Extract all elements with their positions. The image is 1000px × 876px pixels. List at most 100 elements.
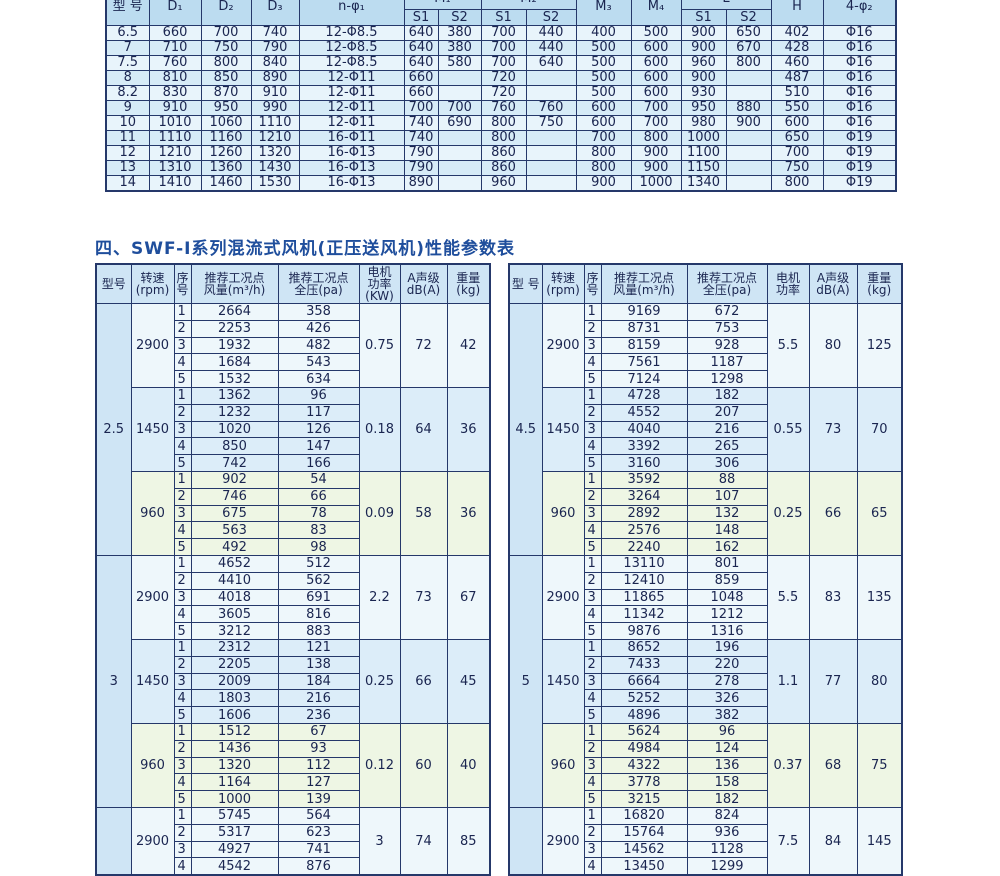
rpm-cell: 960 [541, 470, 585, 556]
pressure-cell: 562 [277, 571, 360, 590]
pressure-cell: 127 [277, 773, 360, 792]
table-row: 5 4896 382 [509, 706, 902, 724]
table-cell: Φ16 [822, 84, 897, 101]
table-cell [725, 144, 772, 161]
header-cell: D₁ [148, 0, 202, 26]
model-cell: 2.5 [95, 303, 132, 556]
table-row: 4 4542 876 [96, 857, 490, 876]
table-row: 2 4552 207 [509, 403, 902, 422]
pressure-cell: 184 [277, 672, 360, 691]
table-cell: 11 [105, 129, 150, 146]
rpm-cell: 960 [541, 722, 585, 808]
flow-cell: 4018 [190, 588, 279, 607]
table-cell: 510 [770, 84, 824, 101]
header-cell: M₁ [403, 0, 482, 10]
flow-cell: 4322 [600, 756, 688, 775]
pressure-cell: 98 [277, 538, 360, 556]
index-cell: 4 [583, 773, 602, 792]
header-cell: M₂ [480, 0, 577, 10]
pressure-cell: 196 [686, 638, 768, 657]
table-cell: 428 [770, 39, 824, 56]
table-cell: 900 [725, 114, 772, 131]
power-cell: 0.12 [358, 722, 401, 808]
noise-cell: 66 [399, 638, 448, 724]
flow-cell: 2253 [190, 319, 279, 338]
header-cell: 推荐工况点 全压(pa) [686, 263, 768, 304]
header-cell: D₂ [200, 0, 252, 26]
pressure-cell: 220 [686, 655, 768, 674]
pressure-cell: 162 [686, 538, 768, 556]
table-cell: 9 [105, 99, 150, 116]
flow-cell: 2576 [600, 521, 688, 540]
table-cell [437, 174, 482, 191]
flow-cell: 850 [190, 437, 279, 456]
power-cell: 0.25 [358, 638, 401, 724]
table-row: 2 7433 220 [509, 655, 902, 674]
pressure-cell: 166 [277, 454, 360, 472]
table-cell: 950 [680, 99, 727, 116]
header-cell: S2 [725, 8, 772, 26]
table-cell: 1210 [250, 129, 300, 146]
noise-cell: 72 [399, 303, 448, 388]
table-cell: Φ16 [822, 54, 897, 71]
table-cell: 650 [725, 24, 772, 41]
index-cell: 4 [583, 857, 602, 876]
noise-cell: 84 [808, 806, 858, 876]
table-cell: 850 [200, 69, 252, 86]
table-row: 5 3160 306 [509, 454, 902, 472]
table-cell: 700 [200, 24, 252, 41]
table-cell: 810 [148, 69, 202, 86]
table-cell [437, 129, 482, 146]
table-cell: Φ19 [822, 144, 897, 161]
power-cell: 0.25 [766, 470, 810, 556]
index-cell: 4 [173, 437, 192, 456]
table-row: 3 6664 278 [509, 672, 902, 691]
table-cell: 550 [770, 99, 824, 116]
power-cell: 0.55 [766, 386, 810, 472]
table-cell [725, 174, 772, 191]
table-cell [437, 84, 482, 101]
index-cell: 4 [173, 521, 192, 540]
flow-cell: 5317 [190, 823, 279, 842]
table-row: 3 4927 741 [96, 840, 490, 859]
table-cell [525, 159, 577, 176]
flow-cell: 4040 [600, 420, 688, 439]
pressure-cell: 1187 [686, 353, 768, 372]
pressure-cell: 1316 [686, 622, 768, 640]
table-row: 3 2892 132 [509, 504, 902, 523]
table-cell: 660 [403, 84, 439, 101]
table-cell: 790 [403, 144, 439, 161]
pressure-cell: 147 [277, 437, 360, 456]
header-cell: 转速 (rpm) [130, 263, 175, 304]
pressure-cell: 138 [277, 655, 360, 674]
index-cell: 1 [583, 806, 602, 825]
index-cell: 1 [173, 470, 192, 489]
index-cell: 1 [583, 386, 602, 405]
index-cell: 5 [583, 538, 602, 556]
flow-cell: 8731 [600, 319, 688, 338]
flow-cell: 13450 [600, 857, 688, 876]
table-row: 960 1 902 54 0.09 58 36 [96, 470, 491, 556]
flow-cell: 1512 [190, 722, 279, 741]
flow-cell: 1436 [190, 739, 279, 758]
table-cell: 600 [630, 69, 682, 86]
header-cell: 型号 [95, 263, 132, 304]
flow-cell: 1932 [190, 336, 279, 355]
power-cell: 5.5 [766, 554, 810, 640]
flow-cell: 2205 [190, 655, 279, 674]
index-cell: 3 [173, 504, 192, 523]
table-row: 5 3215 182 [509, 790, 902, 808]
weight-cell: 135 [856, 554, 903, 640]
index-cell: 3 [173, 840, 192, 859]
table-row: 4 7561 1187 [509, 353, 902, 372]
table-cell: 930 [680, 84, 727, 101]
pressure-cell: 936 [686, 823, 768, 842]
flow-cell: 746 [190, 487, 279, 506]
table-cell: 740 [250, 24, 300, 41]
flow-cell: 4896 [600, 706, 688, 724]
table-cell: 500 [575, 54, 632, 71]
index-cell: 1 [583, 470, 602, 489]
flow-cell: 5252 [600, 689, 688, 708]
index-cell: 4 [173, 857, 192, 876]
pressure-cell: 1212 [686, 605, 768, 624]
